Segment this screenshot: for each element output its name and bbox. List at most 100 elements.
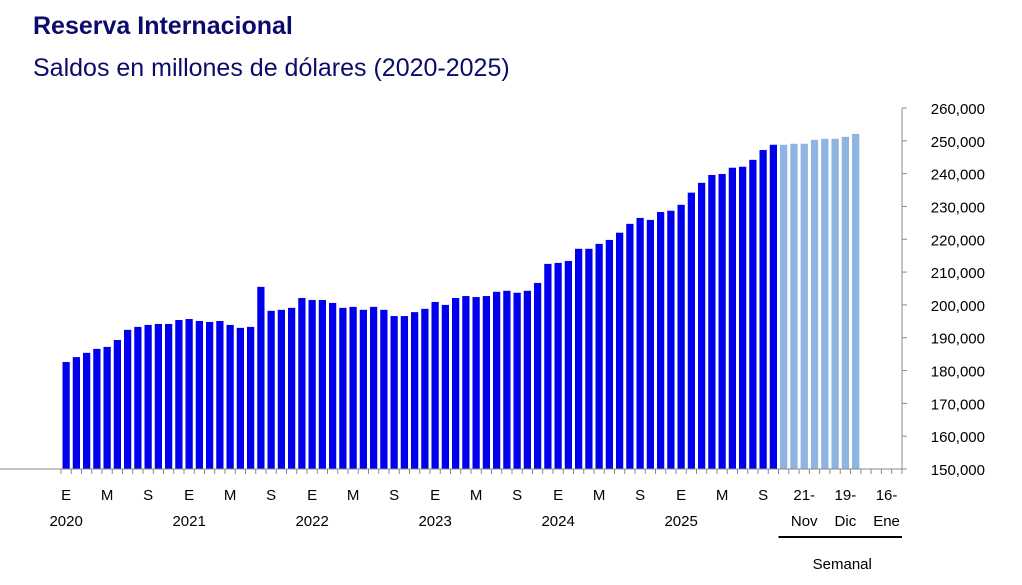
bar-monthly (575, 248, 583, 469)
x-week-label: 21- (793, 487, 815, 504)
x-month-label: M (224, 487, 237, 504)
x-month-label: S (512, 487, 522, 504)
bar-monthly (226, 324, 234, 469)
bar-monthly (728, 167, 736, 469)
bar-weekly (810, 139, 819, 470)
y-tick-label: 180,000 (931, 364, 985, 381)
bar-monthly (257, 286, 265, 469)
bar-weekly (821, 138, 829, 469)
bar-monthly (380, 309, 388, 469)
bar-monthly (124, 329, 132, 469)
x-month-label: M (347, 487, 360, 504)
y-tick-label: 260,000 (931, 101, 985, 118)
bar-monthly (482, 296, 490, 469)
bar-monthly (113, 340, 121, 469)
bar-monthly (452, 298, 460, 469)
bar-monthly (769, 144, 777, 470)
x-month-label: E (184, 487, 194, 504)
x-month-label: S (758, 487, 768, 504)
bar-monthly (62, 362, 70, 469)
x-month-label: M (101, 487, 114, 504)
x-week-label: 16- (876, 487, 898, 504)
bar-monthly (564, 260, 572, 469)
y-tick-label: 190,000 (931, 331, 985, 348)
bar-monthly (472, 297, 480, 469)
bar-monthly (329, 302, 337, 469)
bar-monthly (144, 324, 152, 469)
y-tick-label: 220,000 (931, 232, 985, 249)
y-tick-label: 150,000 (931, 462, 985, 479)
bar-monthly (400, 316, 408, 469)
y-tick-label: 230,000 (931, 199, 985, 216)
bar-monthly (411, 312, 419, 469)
bar-monthly (595, 243, 603, 469)
bar-monthly (288, 307, 296, 469)
bar-monthly (308, 299, 316, 469)
bar-monthly (72, 357, 80, 469)
bar-monthly (636, 217, 644, 469)
bar-monthly (605, 239, 613, 469)
bar-weekly (831, 138, 839, 469)
x-year-label: 2021 (172, 513, 205, 530)
bar-monthly (441, 304, 449, 469)
x-month-label: S (143, 487, 153, 504)
bar-monthly (616, 232, 624, 469)
bar-monthly (759, 150, 767, 470)
x-month-label: M (470, 487, 483, 504)
bar-monthly (698, 182, 706, 470)
bar-monthly (318, 299, 326, 469)
bar-monthly (83, 352, 91, 469)
x-month-label: E (430, 487, 440, 504)
bar-monthly (677, 204, 685, 469)
bar-monthly (267, 310, 275, 469)
bar-monthly (175, 320, 183, 469)
x-month-label: S (389, 487, 399, 504)
y-tick-label: 200,000 (931, 298, 985, 315)
x-month-label: E (61, 487, 71, 504)
y-tick-label: 240,000 (931, 167, 985, 184)
x-month-label: E (553, 487, 563, 504)
bar-monthly (626, 223, 634, 469)
chart-title: Reserva Internacional (33, 12, 293, 40)
bar-monthly (554, 262, 562, 469)
y-tick-label: 210,000 (931, 265, 985, 282)
bar-monthly (431, 301, 439, 469)
x-week-label: 19- (835, 487, 857, 504)
chart-subtitle: Saldos en millones de dólares (2020-2025… (33, 54, 510, 82)
bar-weekly (780, 144, 788, 470)
bar-monthly (370, 306, 378, 469)
bar-monthly (646, 219, 654, 469)
bar-monthly (277, 309, 285, 469)
x-month-label: M (593, 487, 606, 504)
bar-monthly (493, 291, 501, 469)
bar-monthly (503, 290, 511, 469)
bar-monthly (339, 307, 347, 469)
bar-monthly (513, 292, 521, 469)
bar-weekly (800, 143, 808, 469)
bar-monthly (523, 290, 531, 469)
bar-monthly (708, 174, 716, 469)
bar-weekly (852, 133, 860, 469)
x-month-label: S (635, 487, 645, 504)
bar-monthly (390, 316, 398, 469)
bar-monthly (421, 308, 429, 469)
x-year-label: 2025 (664, 513, 697, 530)
bar-monthly (749, 159, 757, 469)
bar-monthly (667, 210, 675, 470)
x-month-label: M (716, 487, 729, 504)
bar-monthly (185, 319, 193, 469)
bar-monthly (247, 326, 255, 469)
x-year-label: 2024 (541, 513, 574, 530)
bar-monthly (298, 298, 306, 469)
x-week-month-label: Ene (873, 513, 900, 530)
bar-monthly (544, 263, 552, 469)
x-month-label: S (266, 487, 276, 504)
bar-monthly (154, 323, 162, 469)
bar-weekly (841, 136, 850, 469)
bar-monthly (103, 346, 111, 469)
x-year-label: 2020 (49, 513, 82, 530)
bar-monthly (534, 282, 542, 469)
bar-monthly (93, 348, 101, 469)
bar-monthly (216, 320, 224, 469)
bar-monthly (585, 248, 593, 469)
